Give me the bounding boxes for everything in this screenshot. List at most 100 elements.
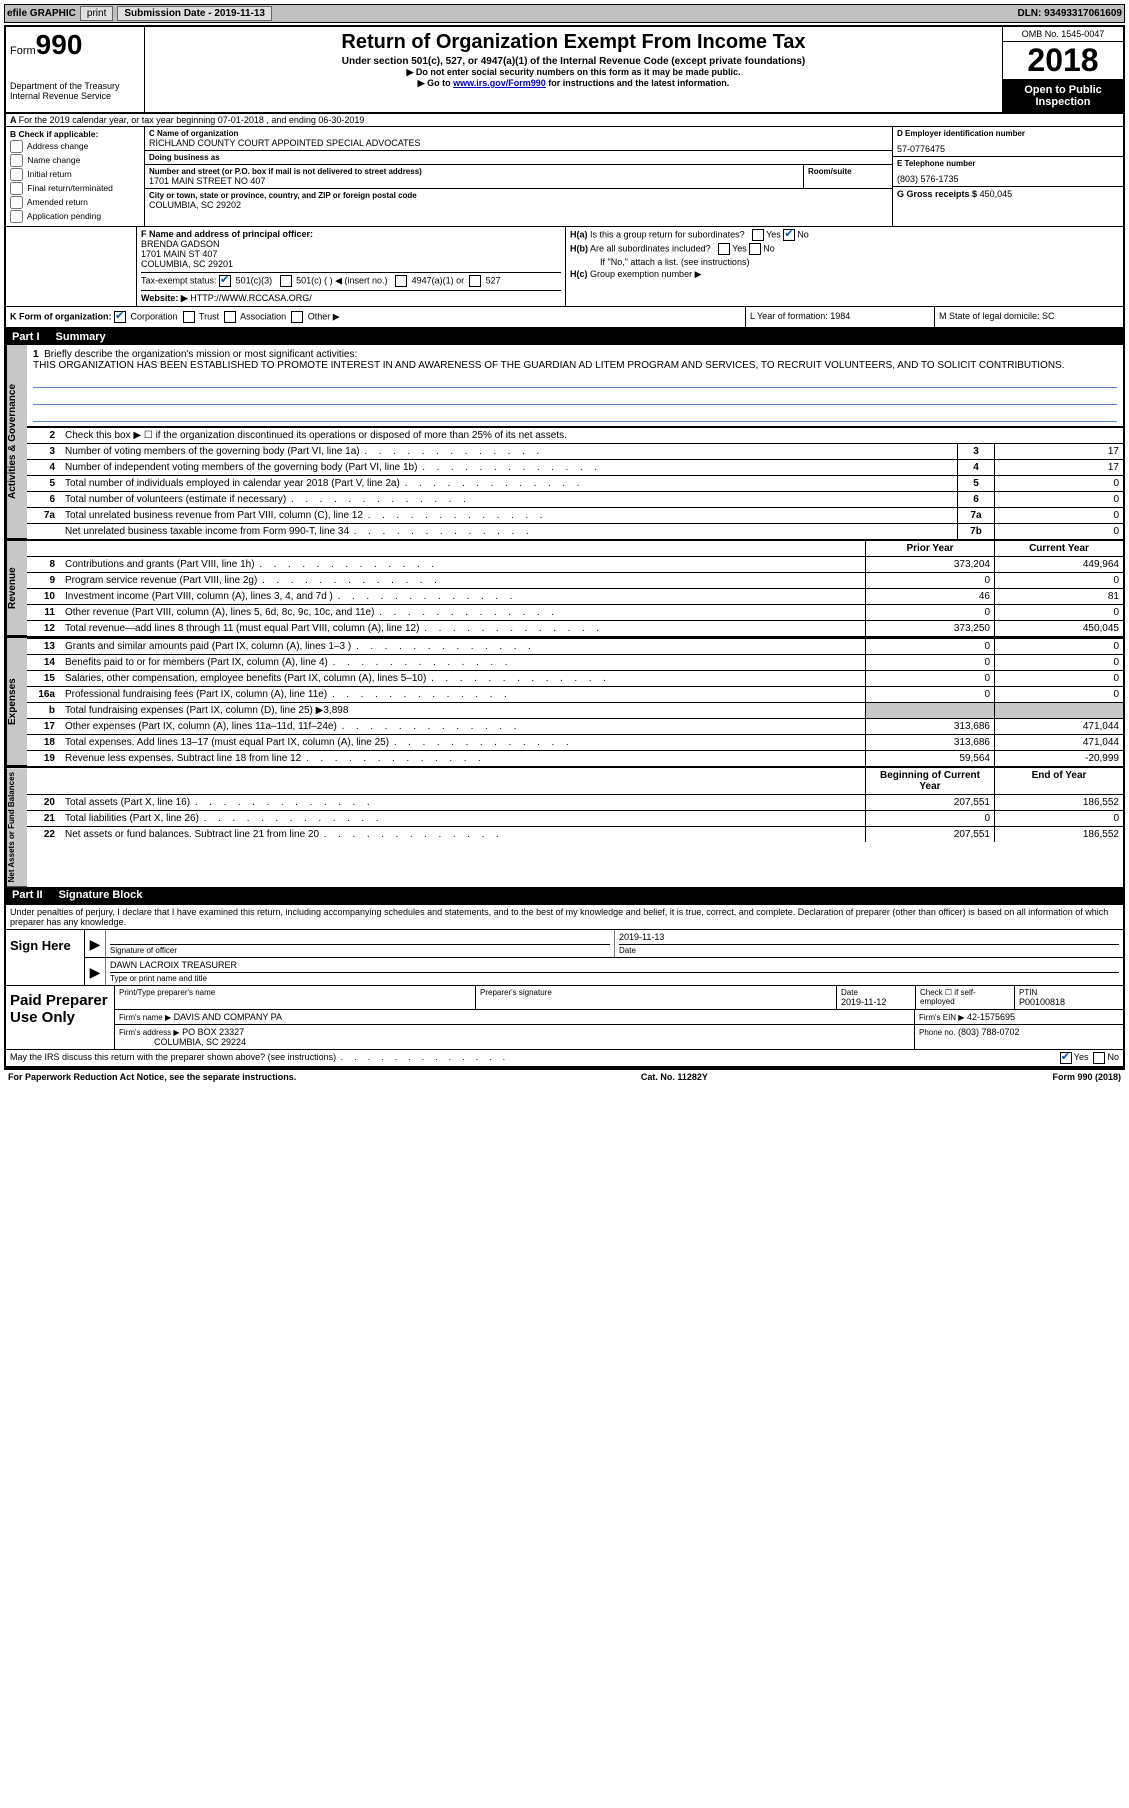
hdr-beg: Beginning of Current Year (866, 768, 995, 795)
table-row: 13Grants and similar amounts paid (Part … (27, 639, 1123, 655)
cb-initial-return[interactable]: Initial return (10, 168, 140, 181)
form-number: 990 (36, 29, 83, 60)
box-c: C Name of organization RICHLAND COUNTY C… (145, 127, 892, 226)
table-row: 22Net assets or fund balances. Subtract … (27, 827, 1123, 843)
ha-yes[interactable] (752, 229, 764, 241)
officer-name: DAWN LACROIX TREASURER (110, 960, 1119, 972)
table-row: 20Total assets (Part X, line 16)207,5511… (27, 795, 1123, 811)
dept-treasury: Department of the Treasury (10, 81, 140, 91)
cb-final-return[interactable]: Final return/terminated (10, 182, 140, 195)
part2-label: Part II (12, 889, 43, 901)
omb-number: OMB No. 1545-0047 (1003, 27, 1123, 42)
discuss-yes[interactable] (1060, 1052, 1072, 1064)
addr-lbl: Number and street (or P.O. box if mail i… (149, 167, 799, 176)
tax-status-lbl: Tax-exempt status: (141, 275, 217, 285)
preparer-row: Paid Preparer Use Only Print/Type prepar… (6, 985, 1123, 1049)
table-row: 11Other revenue (Part VIII, column (A), … (27, 605, 1123, 621)
hdr-current: Current Year (995, 541, 1124, 557)
phone-val: (803) 788-0702 (958, 1027, 1020, 1037)
row-a-period: A For the 2019 calendar year, or tax yea… (6, 114, 1123, 127)
box-b: B Check if applicable: Address change Na… (6, 127, 145, 226)
table-row: 2Check this box ▶ ☐ if the organization … (27, 428, 1123, 444)
arrow-icon: ▶ (85, 958, 105, 985)
dln-label: DLN: 93493317061609 (1017, 8, 1122, 19)
table-row: 6Total number of volunteers (estimate if… (27, 492, 1123, 508)
hdr-end: End of Year (995, 768, 1124, 795)
efile-label: efile GRAPHIC (7, 8, 76, 19)
arrow-icon: ▶ (85, 930, 105, 957)
hb-no[interactable] (749, 243, 761, 255)
city-val: COLUMBIA, SC 29202 (149, 200, 888, 210)
hb-yes[interactable] (718, 243, 730, 255)
table-row: 19Revenue less expenses. Subtract line 1… (27, 751, 1123, 767)
room-lbl: Room/suite (808, 167, 888, 176)
cb-trust[interactable] (183, 311, 195, 323)
cb-amended[interactable]: Amended return (10, 196, 140, 209)
table-row: 15Salaries, other compensation, employee… (27, 671, 1123, 687)
table-row: 7aTotal unrelated business revenue from … (27, 508, 1123, 524)
table-row: 8Contributions and grants (Part VIII, li… (27, 557, 1123, 573)
table-row: 17Other expenses (Part IX, column (A), l… (27, 719, 1123, 735)
org-name-lbl: C Name of organization (149, 129, 888, 138)
box-d: D Employer identification number 57-0776… (892, 127, 1123, 226)
net-table: Beginning of Current Year End of Year 20… (27, 768, 1123, 842)
part1-title: Summary (56, 331, 106, 343)
prep-self-lbl: Check ☐ if self-employed (920, 988, 1010, 1006)
side-net: Net Assets or Fund Balances (6, 768, 27, 887)
f-addr1: 1701 MAIN ST 407 (141, 249, 217, 259)
row-klm: K Form of organization: Corporation Trus… (6, 307, 1123, 329)
f-lbl: F Name and address of principal officer: (141, 229, 313, 239)
officer-name-lbl: Type or print name and title (110, 972, 1119, 983)
table-row: 14Benefits paid to or for members (Part … (27, 655, 1123, 671)
cb-527[interactable] (469, 275, 481, 287)
period-text: For the 2019 calendar year, or tax year … (19, 115, 365, 125)
table-row: 4Number of independent voting members of… (27, 460, 1123, 476)
prep-name-lbl: Print/Type preparer's name (119, 988, 471, 997)
table-row: bTotal fundraising expenses (Part IX, co… (27, 703, 1123, 719)
ein-lbl: D Employer identification number (897, 129, 1119, 138)
header-right: OMB No. 1545-0047 2018 Open to Public In… (1002, 27, 1123, 112)
print-button[interactable]: print (80, 6, 113, 21)
part2-header: Part II Signature Block (6, 887, 1123, 903)
note-ssn: ▶ Do not enter social security numbers o… (151, 67, 996, 78)
prep-date: 2019-11-12 (841, 997, 886, 1007)
ptin-val: P00100818 (1019, 997, 1065, 1007)
rev-table: Prior Year Current Year 8Contributions a… (27, 541, 1123, 636)
tel-lbl: E Telephone number (897, 159, 1119, 168)
submission-date: Submission Date - 2019-11-13 (117, 6, 272, 21)
sig-declare: Under penalties of perjury, I declare th… (6, 905, 1123, 929)
sig-date: 2019-11-13 (619, 932, 1119, 944)
discuss-no[interactable] (1093, 1052, 1105, 1064)
cb-4947[interactable] (395, 275, 407, 287)
discuss-text: May the IRS discuss this return with the… (10, 1052, 1060, 1064)
cb-501c3[interactable] (219, 275, 231, 287)
section-bcd: B Check if applicable: Address change Na… (6, 127, 1123, 227)
cb-app-pending[interactable]: Application pending (10, 210, 140, 223)
net-section: Net Assets or Fund Balances Beginning of… (6, 766, 1123, 887)
f-addr2: COLUMBIA, SC 29201 (141, 259, 233, 269)
sig-date-lbl: Date (619, 944, 1119, 955)
hdr-prior: Prior Year (866, 541, 995, 557)
note-goto-pre: ▶ Go to (418, 78, 453, 88)
prep-date-lbl: Date (841, 988, 911, 997)
top-bar: efile GRAPHIC print Submission Date - 20… (4, 4, 1125, 23)
cb-assoc[interactable] (224, 311, 236, 323)
dba-lbl: Doing business as (149, 153, 888, 162)
box-b-title: B Check if applicable: (10, 129, 98, 139)
cb-501c[interactable] (280, 275, 292, 287)
table-row: 12Total revenue—add lines 8 through 11 (… (27, 621, 1123, 637)
gov-section: Activities & Governance 1 Briefly descri… (6, 345, 1123, 539)
box-h: H(a) Is this a group return for subordin… (566, 227, 1123, 306)
cb-address-change[interactable]: Address change (10, 140, 140, 153)
table-row: 5Total number of individuals employed in… (27, 476, 1123, 492)
ha-no[interactable] (783, 229, 795, 241)
irs-link[interactable]: www.irs.gov/Form990 (453, 78, 546, 88)
gross-lbl: G Gross receipts $ (897, 189, 977, 199)
footer-left: For Paperwork Reduction Act Notice, see … (8, 1072, 296, 1082)
cb-other[interactable] (291, 311, 303, 323)
cb-name-change[interactable]: Name change (10, 154, 140, 167)
form-header: Form990 Department of the Treasury Inter… (6, 27, 1123, 114)
cb-corp[interactable] (114, 311, 126, 323)
table-row: 16aProfessional fundraising fees (Part I… (27, 687, 1123, 703)
website-lbl: Website: ▶ (141, 293, 188, 303)
